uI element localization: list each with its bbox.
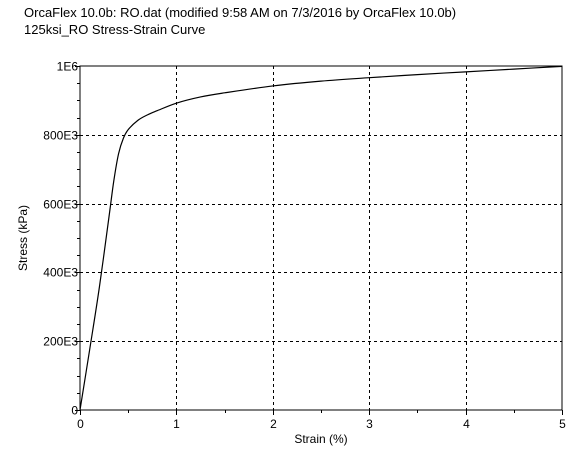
plot-frame xyxy=(79,65,563,411)
axis-ticks: 0 1 2 3 4 5 0 200E3 400E3 600E3 800E3 1E6 xyxy=(43,60,566,432)
y-tick-label: 200E3 xyxy=(43,335,78,349)
y-tick-label: 600E3 xyxy=(43,198,78,212)
x-tick-label: 2 xyxy=(270,417,277,431)
y-axis-label: Stress (kPa) xyxy=(16,205,30,271)
series-layer xyxy=(79,65,563,411)
x-axis-label: Strain (%) xyxy=(294,432,347,446)
x-tick-label: 5 xyxy=(559,417,566,431)
grid-lines xyxy=(80,66,562,410)
y-tick-label: 0 xyxy=(71,404,78,418)
x-tick-label: 3 xyxy=(366,417,373,431)
x-tick-label: 0 xyxy=(77,417,84,431)
x-tick-label: 1 xyxy=(173,417,180,431)
y-tick-label: 800E3 xyxy=(43,129,78,143)
chart-subtitle: 125ksi_RO Stress-Strain Curve xyxy=(24,22,206,37)
chart-header: OrcaFlex 10.0b: RO.dat (modified 9:58 AM… xyxy=(24,4,456,38)
y-tick-label: 400E3 xyxy=(43,266,78,280)
window-title: OrcaFlex 10.0b: RO.dat (modified 9:58 AM… xyxy=(24,5,457,20)
stress-strain-line xyxy=(79,65,563,411)
y-tick-label: 1E6 xyxy=(57,60,79,74)
x-tick-label: 4 xyxy=(463,417,470,431)
